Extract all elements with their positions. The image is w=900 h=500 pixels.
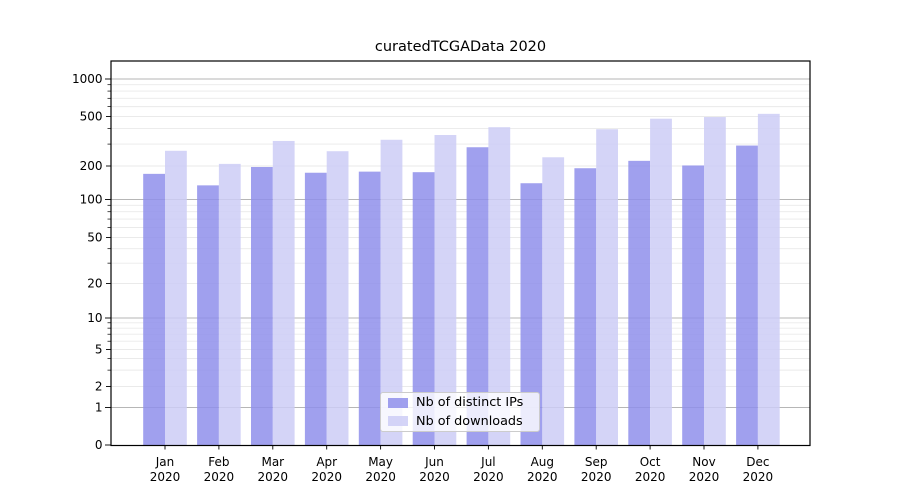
legend-label-downloads: Nb of downloads: [416, 413, 523, 429]
y-tick-label: 0: [95, 438, 103, 452]
bar-jun-distinct-ips: [412, 172, 435, 446]
x-tick-label-year: 2020: [581, 470, 612, 484]
x-tick-label-year: 2020: [689, 470, 720, 484]
bar-oct-distinct-ips: [628, 160, 651, 446]
x-tick-label-month: Mar: [261, 455, 284, 469]
x-tick-label-year: 2020: [419, 470, 450, 484]
bar-dec-distinct-ips: [736, 145, 758, 446]
legend-swatch-downloads: [388, 416, 408, 427]
x-tick-label-month: Jan: [155, 455, 175, 469]
x-tick-label-year: 2020: [311, 470, 342, 484]
y-tick-label: 200: [80, 159, 103, 173]
bar-feb-distinct-ips: [197, 185, 219, 446]
bar-jul-downloads: [488, 127, 511, 446]
x-tick-label-year: 2020: [635, 470, 666, 484]
bar-apr-downloads: [326, 151, 349, 446]
y-tick-label: 1: [95, 401, 103, 415]
x-tick-label-year: 2020: [204, 470, 235, 484]
plot-frame: [110, 60, 811, 447]
legend: Nb of distinct IPs Nb of downloads: [380, 392, 540, 432]
x-tick-label-month: Oct: [640, 455, 661, 469]
y-tick-label: 5: [95, 343, 103, 357]
bar-sep-downloads: [596, 129, 618, 446]
y-tick-label: 50: [87, 231, 102, 245]
bar-sep-distinct-ips: [574, 168, 597, 446]
bar-jan-downloads: [165, 150, 187, 446]
y-tick-label: 100: [80, 193, 103, 207]
legend-label-distinct-ips: Nb of distinct IPs: [416, 395, 524, 411]
bar-jul-distinct-ips: [466, 147, 489, 446]
bar-feb-downloads: [218, 163, 241, 446]
x-tick-label-year: 2020: [473, 470, 504, 484]
x-tick-label-month: Aug: [531, 455, 554, 469]
legend-entry-downloads: Nb of downloads: [388, 414, 539, 430]
x-tick-label-month: Nov: [692, 455, 715, 469]
bar-mar-distinct-ips: [251, 166, 273, 446]
x-tick-label-month: Feb: [208, 455, 229, 469]
x-tick-label-month: Apr: [316, 455, 337, 469]
legend-entry-distinct-ips: Nb of distinct IPs: [388, 395, 539, 411]
y-tick-label: 2: [95, 380, 103, 394]
y-tick-label: 1000: [72, 72, 103, 86]
x-tick-label-month: Dec: [746, 455, 769, 469]
y-tick-label: 20: [87, 277, 102, 291]
bar-aug-distinct-ips: [520, 183, 543, 446]
x-tick-label-month: Jul: [480, 455, 495, 469]
y-tick-label: 10: [87, 311, 102, 325]
x-tick-label-month: Jun: [424, 455, 444, 469]
x-tick-label-year: 2020: [258, 470, 289, 484]
bar-oct-downloads: [650, 118, 672, 446]
chart-title: curatedTCGAData 2020: [374, 39, 547, 55]
legend-swatch-distinct-ips: [388, 397, 408, 408]
bar-apr-distinct-ips: [304, 172, 327, 446]
bar-aug-downloads: [542, 157, 565, 446]
x-tick-label-month: Sep: [585, 455, 608, 469]
x-tick-label-month: May: [368, 455, 393, 469]
x-tick-label-year: 2020: [527, 470, 558, 484]
x-tick-label-year: 2020: [365, 470, 396, 484]
y-tick-label: 500: [80, 110, 103, 124]
bar-dec-downloads: [757, 113, 780, 446]
bar-jan-distinct-ips: [143, 173, 165, 446]
bar-nov-downloads: [704, 117, 726, 446]
bar-may-distinct-ips: [358, 171, 381, 446]
bar-nov-distinct-ips: [682, 165, 704, 446]
x-tick-label-year: 2020: [150, 470, 181, 484]
bar-may-downloads: [380, 139, 403, 446]
bar-jun-downloads: [434, 135, 457, 446]
bar-mar-downloads: [272, 140, 295, 446]
x-tick-label-year: 2020: [743, 470, 774, 484]
